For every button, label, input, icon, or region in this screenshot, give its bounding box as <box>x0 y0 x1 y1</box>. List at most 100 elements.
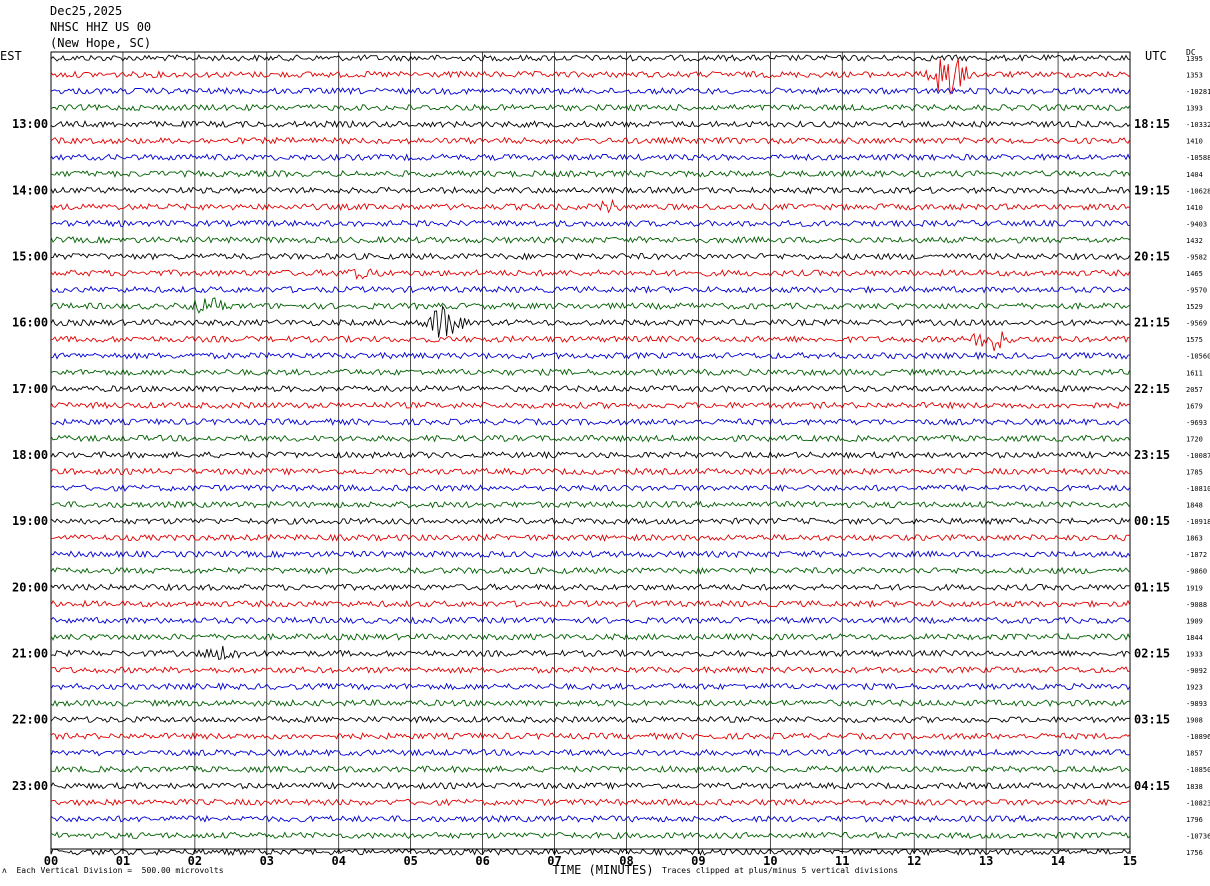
trace-line <box>50 500 1131 509</box>
trace-line <box>50 550 1131 559</box>
trace-dc-offset: -9570 <box>1186 287 1207 295</box>
trace-line <box>50 434 1131 443</box>
trace-line <box>50 153 1131 162</box>
trace-line <box>50 268 1131 281</box>
dc-label: DC <box>1186 48 1196 57</box>
trace-dc-offset: -10087 <box>1186 452 1210 460</box>
trace-line <box>50 304 1131 338</box>
trace-line <box>50 285 1131 294</box>
trace-line <box>50 186 1131 195</box>
trace-line <box>50 645 1131 660</box>
x-tick-label: 13 <box>979 854 993 868</box>
trace-line <box>50 198 1131 214</box>
trace-dc-offset: 1410 <box>1186 204 1203 212</box>
trace-line <box>50 831 1131 840</box>
left-hour-label: 16:00 <box>12 316 48 330</box>
left-hour-label: 15:00 <box>12 249 48 263</box>
trace-line <box>50 368 1131 377</box>
trace-dc-offset: 1909 <box>1186 617 1203 625</box>
trace-dc-offset: 1796 <box>1186 816 1203 824</box>
trace-line <box>50 169 1131 178</box>
x-tick-label: 11 <box>835 854 849 868</box>
x-tick-label: 06 <box>475 854 489 868</box>
label-group: 00 01 02 03 04 05 06 07 08 09 10 11 12 13 14 15 TIME (MI… <box>12 55 1210 877</box>
right-hour-label: 04:15 <box>1134 779 1170 793</box>
x-tick-label: 10 <box>763 854 777 868</box>
trace-line <box>50 235 1131 244</box>
trace-dc-offset: -9088 <box>1186 601 1207 609</box>
trace-line <box>50 58 1131 95</box>
right-hour-label: 22:15 <box>1134 382 1170 396</box>
grid-lines <box>50 51 1131 850</box>
trace-dc-offset: 1863 <box>1186 535 1203 543</box>
trace-line <box>50 351 1131 361</box>
header-station: NHSC HHZ US 00 <box>50 20 152 34</box>
trace-line <box>50 119 1131 129</box>
trace-line <box>50 533 1131 542</box>
trace-line <box>50 484 1131 493</box>
trace-dc-offset: -10823 <box>1186 799 1210 807</box>
trace-line <box>50 136 1131 145</box>
trace-dc-offset: -10332 <box>1186 121 1210 129</box>
x-tick-label: 15 <box>1123 854 1137 868</box>
trace-line <box>50 219 1131 228</box>
x-tick-label: 05 <box>403 854 417 868</box>
left-hour-label: 21:00 <box>12 646 48 660</box>
trace-line <box>50 401 1131 410</box>
left-hour-label: 22:00 <box>12 713 48 727</box>
x-tick-label: 02 <box>188 854 202 868</box>
trace-dc-offset: 1923 <box>1186 684 1203 692</box>
trace-dc-offset: -9403 <box>1186 220 1207 228</box>
trace-dc-offset: -9860 <box>1186 568 1207 576</box>
trace-dc-offset: 1838 <box>1186 783 1203 791</box>
trace-dc-offset: -9693 <box>1186 419 1207 427</box>
trace-line <box>50 765 1131 774</box>
trace-dc-offset: 1465 <box>1186 270 1203 278</box>
trace-dc-offset: 1756 <box>1186 849 1203 857</box>
trace-dc-offset: 2057 <box>1186 386 1203 394</box>
trace-dc-offset: -9569 <box>1186 320 1207 328</box>
trace-dc-offset: 1410 <box>1186 138 1203 146</box>
left-timezone-label: EST <box>0 49 22 63</box>
trace-dc-offset: 1529 <box>1186 303 1203 311</box>
right-hour-label: 03:15 <box>1134 713 1170 727</box>
left-hour-label: 23:00 <box>12 779 48 793</box>
trace-line <box>50 616 1131 625</box>
trace-dc-offset: -10896 <box>1186 733 1210 741</box>
clip-note: Traces clipped at plus/minus 5 vertical … <box>662 866 899 875</box>
trace-dc-offset: 1575 <box>1186 336 1203 344</box>
trace-dc-offset: -10736 <box>1186 832 1210 840</box>
trace-dc-offset: 1393 <box>1186 105 1203 113</box>
trace-dc-offset: 1785 <box>1186 469 1203 477</box>
trace-dc-offset: 1395 <box>1186 55 1203 63</box>
x-tick-label: 08 <box>619 854 633 868</box>
x-tick-label: 07 <box>547 854 561 868</box>
right-hour-label: 18:15 <box>1134 117 1170 131</box>
trace-dc-offset: -10560 <box>1186 353 1210 361</box>
scale-note: ʌ Each Vertical Division = 500.00 microv… <box>2 866 224 875</box>
trace-dc-offset: 1848 <box>1186 502 1203 510</box>
trace-dc-offset: 1844 <box>1186 634 1203 642</box>
trace-dc-offset: 1908 <box>1186 717 1203 725</box>
trace-line <box>50 517 1131 526</box>
x-tick-label: 12 <box>907 854 921 868</box>
x-tick-label: 14 <box>1051 854 1065 868</box>
trace-line <box>50 467 1130 476</box>
trace-line <box>50 682 1131 691</box>
left-hour-label: 20:00 <box>12 580 48 594</box>
trace-dc-offset: -10918 <box>1186 518 1210 526</box>
trace-dc-offset: 1857 <box>1186 750 1203 758</box>
x-tick-label: 01 <box>116 854 130 868</box>
trace-dc-offset: -10810 <box>1186 485 1210 493</box>
x-axis-label: TIME (MINUTES) <box>552 863 653 877</box>
trace-dc-offset: 1432 <box>1186 237 1203 245</box>
trace-line <box>50 331 1131 352</box>
right-hour-label: 23:15 <box>1134 448 1170 462</box>
trace-dc-offset: -1872 <box>1186 551 1207 559</box>
trace-dc-offset: 1919 <box>1186 584 1203 592</box>
trace-line <box>50 566 1131 575</box>
right-hour-label: 20:15 <box>1134 249 1170 263</box>
trace-dc-offset: 1933 <box>1186 650 1203 658</box>
trace-dc-offset: -10850 <box>1186 766 1210 774</box>
